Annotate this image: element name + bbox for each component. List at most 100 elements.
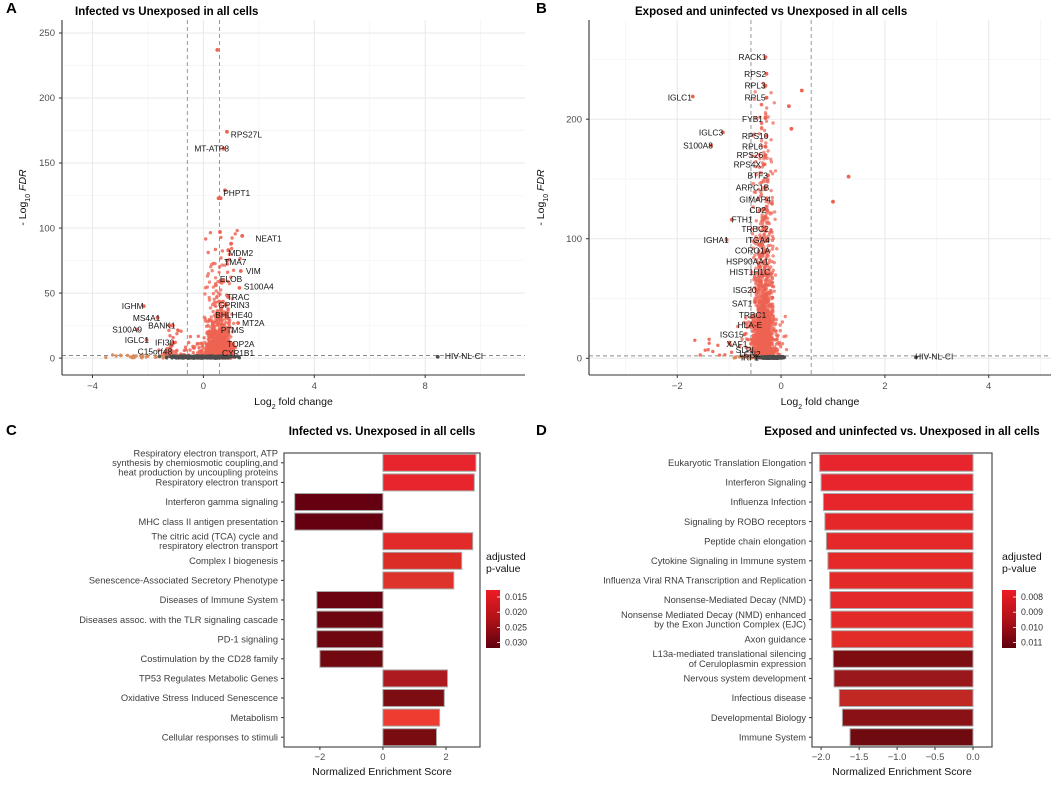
panel-b-letter: B	[536, 0, 547, 17]
panel-d-title: Exposed and uninfected vs. Unexposed in …	[764, 426, 1040, 438]
svg-text:0.0: 0.0	[966, 752, 979, 763]
svg-text:100: 100	[566, 234, 582, 245]
svg-text:Infectious disease: Infectious disease	[732, 693, 806, 703]
panel-b-volcano-chart: RACK1 RPS2 RPL3 IGLC1 RPL5 FYB1 IGLC3 RPS10 S100…	[535, 20, 1051, 411]
svg-text:−1.0: −1.0	[888, 752, 907, 763]
svg-text:Interferon Signaling: Interferon Signaling	[725, 478, 806, 488]
svg-text:IGLC1: IGLC1	[125, 335, 150, 345]
svg-text:TMA7: TMA7	[224, 257, 247, 267]
svg-text:ISG20: ISG20	[733, 285, 757, 295]
svg-text:TOP2A: TOP2A	[227, 339, 255, 349]
svg-text:2: 2	[882, 381, 887, 392]
svg-text:−0.5: −0.5	[926, 752, 945, 763]
svg-text:PD-1 signaling: PD-1 signaling	[218, 634, 278, 644]
svg-text:HIV-NL-CI: HIV-NL-CI	[915, 352, 953, 362]
svg-text:4: 4	[312, 381, 317, 392]
svg-text:Log2 fold change: Log2 fold change	[781, 396, 860, 411]
svg-text:Diseases of Immune System: Diseases of Immune System	[160, 595, 279, 605]
svg-text:Metabolism: Metabolism	[230, 713, 278, 723]
svg-text:TRBC1: TRBC1	[739, 310, 767, 320]
svg-text:RACK1: RACK1	[739, 52, 767, 62]
svg-text:IFI30: IFI30	[155, 338, 174, 348]
svg-text:RPS2: RPS2	[744, 69, 766, 79]
panel-a-title: Infected vs Unexposed in all cells	[75, 6, 259, 18]
svg-text:2: 2	[443, 752, 448, 763]
svg-text:Diseases assoc. with the TLR s: Diseases assoc. with the TLR signaling c…	[79, 615, 278, 625]
svg-text:ITGA4: ITGA4	[746, 235, 771, 245]
svg-text:Respiratory electron transport: Respiratory electron transport	[156, 478, 279, 488]
svg-text:NEAT1: NEAT1	[255, 234, 282, 244]
svg-text:0.008: 0.008	[1021, 592, 1043, 602]
svg-text:Interferon gamma signaling: Interferon gamma signaling	[165, 497, 278, 507]
svg-text:ARPC1B: ARPC1B	[736, 182, 770, 192]
svg-text:ELOB: ELOB	[220, 274, 243, 284]
svg-text:0.020: 0.020	[505, 607, 527, 617]
panel-d-letter: D	[536, 422, 547, 439]
svg-text:Normalized Enrichment Score: Normalized Enrichment Score	[832, 766, 972, 778]
svg-text:FYB1: FYB1	[742, 114, 763, 124]
svg-text:0.009: 0.009	[1021, 607, 1043, 617]
svg-text:−2: −2	[314, 752, 325, 763]
svg-text:TRAC: TRAC	[227, 292, 250, 302]
svg-text:0.030: 0.030	[505, 638, 527, 648]
panel-a-volcano-chart: RPS27LMT-ATP8PHPT1NEAT1MDM2TMA7VIMELOBS1…	[17, 20, 525, 411]
svg-text:0: 0	[201, 381, 206, 392]
svg-text:Immune System: Immune System	[739, 732, 806, 742]
svg-text:CYP1B1: CYP1B1	[222, 348, 254, 358]
svg-text:50: 50	[44, 288, 55, 299]
panel-b: B Exposed and uninfected vs Unexposed in…	[530, 0, 1059, 420]
svg-text:150: 150	[39, 158, 55, 169]
svg-text:RPS26: RPS26	[737, 150, 764, 160]
svg-text:S100A4: S100A4	[244, 282, 274, 292]
panel-b-title: Exposed and uninfected vs Unexposed in a…	[635, 6, 908, 18]
svg-text:LCN2: LCN2	[739, 349, 761, 359]
svg-text:Costimulation by the CD28 fami: Costimulation by the CD28 family	[141, 654, 279, 664]
svg-text:HLA-E: HLA-E	[738, 320, 763, 330]
svg-text:MHC class II antigen presentat: MHC class II antigen presentation	[138, 517, 278, 527]
svg-text:RPS27L: RPS27L	[231, 129, 263, 139]
svg-text:RPL5: RPL5	[745, 93, 766, 103]
panel-a-letter: A	[6, 0, 17, 17]
svg-text:−2: −2	[672, 381, 683, 392]
svg-text:Nonsense-Mediated Decay (NMD): Nonsense-Mediated Decay (NMD)	[664, 595, 806, 605]
svg-text:RPS4X: RPS4X	[734, 160, 762, 170]
svg-text:MDM2: MDM2	[228, 248, 253, 258]
svg-text:TP53 Regulates Metabolic Genes: TP53 Regulates Metabolic Genes	[139, 674, 278, 684]
svg-text:8: 8	[423, 381, 428, 392]
svg-text:−4: −4	[87, 381, 98, 392]
svg-text:BANK1: BANK1	[148, 321, 176, 331]
svg-text:0: 0	[778, 381, 783, 392]
svg-text:S100A9: S100A9	[112, 325, 142, 335]
svg-text:L13a-mediated translational si: L13a-mediated translational silencing of …	[653, 649, 807, 669]
svg-text:Peptide chain elongation: Peptide chain elongation	[704, 536, 806, 546]
svg-text:100: 100	[39, 223, 55, 234]
svg-text:−2.0: −2.0	[812, 752, 831, 763]
svg-text:XAF1: XAF1	[726, 339, 747, 349]
svg-text:GPRIN3: GPRIN3	[218, 300, 250, 310]
svg-text:0.015: 0.015	[505, 592, 527, 602]
svg-text:CD2: CD2	[749, 205, 766, 215]
panel-d: D Exposed and uninfected vs. Unexposed i…	[530, 420, 1059, 795]
svg-text:TRBC2: TRBC2	[741, 224, 769, 234]
svg-text:Cellular responses to stimuli: Cellular responses to stimuli	[162, 732, 278, 742]
svg-text:IGHM: IGHM	[122, 301, 144, 311]
svg-text:- Log10 FDR: - Log10 FDR	[535, 169, 550, 226]
svg-text:FTH1: FTH1	[732, 215, 753, 225]
svg-text:Cytokine Signaling in Immune s: Cytokine Signaling in Immune system	[651, 556, 806, 566]
svg-text:250: 250	[39, 28, 55, 39]
panel-c-letter: C	[6, 422, 17, 439]
panel-d-bar-chart: Eukaryotic Translation Elongation Interfe…	[603, 452, 1043, 778]
svg-text:Nervous system development: Nervous system development	[684, 674, 807, 684]
panel-c: C Infected vs. Unexposed in all cells Re…	[0, 420, 530, 795]
svg-text:IGHA1: IGHA1	[704, 235, 729, 245]
svg-text:−1.5: −1.5	[850, 752, 869, 763]
svg-text:Senescence-Associated Secretor: Senescence-Associated Secretory Phenotyp…	[89, 576, 278, 586]
svg-text:HIST1H1C: HIST1H1C	[730, 267, 771, 277]
svg-text:Respiratory electron transport: Respiratory electron transport, ATP synth…	[112, 448, 278, 477]
svg-text:Complex I biogenesis: Complex I biogenesis	[189, 556, 278, 566]
svg-text:MS4A1: MS4A1	[133, 313, 161, 323]
svg-text:0.010: 0.010	[1021, 622, 1043, 632]
svg-text:BHLHE40: BHLHE40	[215, 310, 253, 320]
svg-text:VIM: VIM	[246, 266, 261, 276]
